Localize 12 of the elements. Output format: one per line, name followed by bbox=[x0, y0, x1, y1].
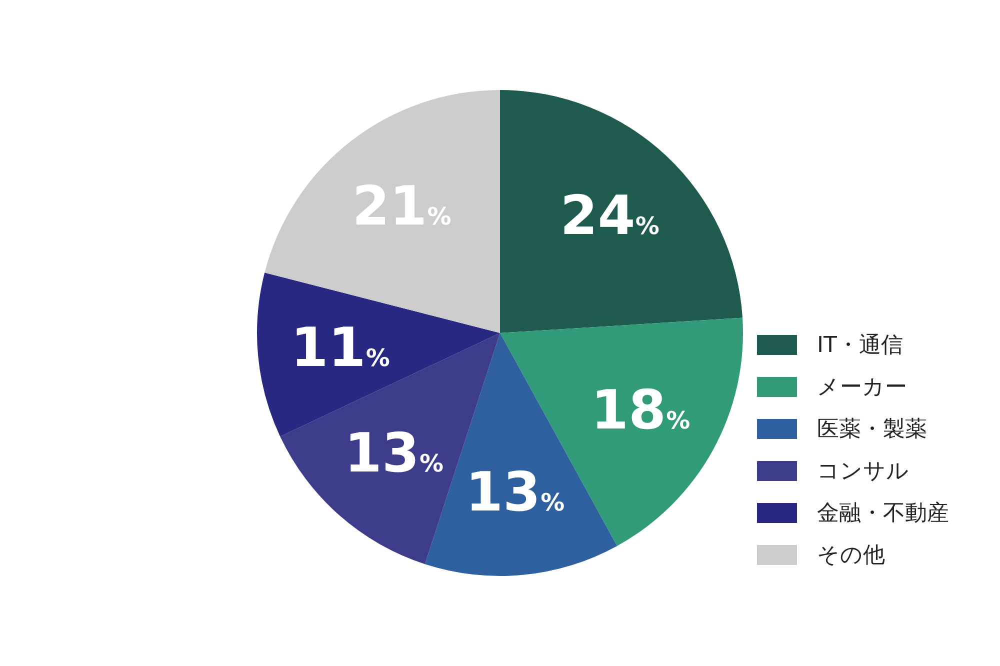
legend-label: 医薬・製薬 bbox=[817, 416, 927, 444]
pie-slice bbox=[500, 90, 743, 333]
data-label: 11% bbox=[290, 316, 390, 380]
legend-label: メーカー bbox=[817, 374, 907, 402]
legend-label: コンサル bbox=[817, 458, 909, 486]
data-label: 18% bbox=[590, 378, 690, 442]
legend-label: その他 bbox=[817, 542, 885, 570]
data-label: 13% bbox=[344, 421, 444, 484]
data-label: 13% bbox=[465, 460, 565, 524]
legend-label: IT・通信 bbox=[817, 332, 903, 360]
legend-label: 金融・不動産 bbox=[817, 500, 949, 528]
data-label: 24% bbox=[560, 184, 660, 248]
